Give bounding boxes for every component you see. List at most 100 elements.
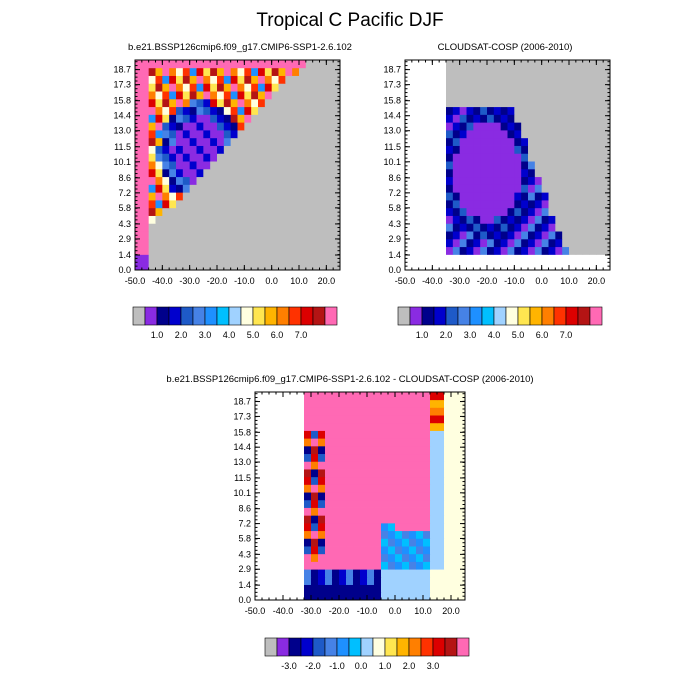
heatmap-cell — [141, 168, 150, 178]
colorbar-swatch — [288, 637, 302, 657]
heatmap-cell — [223, 231, 232, 240]
y-tick-label: 1.4 — [238, 580, 251, 590]
heatmap-cell — [569, 130, 577, 139]
heatmap-cell — [452, 83, 461, 92]
y-tick-label: 7.2 — [118, 188, 131, 198]
heatmap-cell — [388, 538, 396, 547]
heatmap-cell — [230, 130, 238, 139]
heatmap-cell — [466, 83, 474, 92]
heatmap-cell — [521, 184, 529, 193]
heatmap-cell — [325, 469, 333, 478]
heatmap-cell — [299, 75, 307, 84]
heatmap-cell — [353, 522, 361, 532]
heatmap-cell — [189, 238, 197, 248]
heatmap-cell — [480, 215, 488, 224]
colorbar-label: 1.0 — [151, 330, 164, 340]
heatmap-cell — [278, 75, 286, 84]
heatmap-cell — [459, 207, 467, 216]
heatmap-cell — [596, 137, 604, 146]
heatmap-cell — [446, 223, 454, 232]
heatmap-cell — [325, 476, 333, 485]
heatmap-cell — [480, 114, 488, 123]
panel1-heatmap: -50.0 -40.0 -30.0 -20.0 -10.0 0.0 10.0 20.00.01… — [113, 59, 341, 286]
heatmap-cell — [203, 254, 211, 263]
heatmap-cell — [381, 392, 389, 401]
heatmap-cell — [258, 137, 266, 146]
heatmap-cell — [299, 238, 307, 248]
heatmap-cell — [325, 546, 333, 555]
heatmap-cell — [312, 67, 320, 76]
heatmap-cell — [285, 215, 293, 224]
colorbar-swatch — [324, 306, 338, 326]
heatmap-cell — [339, 407, 347, 416]
heatmap-cell — [189, 262, 197, 271]
heatmap-cell — [459, 215, 467, 224]
heatmap-cell — [203, 67, 211, 76]
heatmap-cell — [244, 246, 252, 255]
heatmap-cell — [374, 399, 382, 408]
heatmap-cell — [353, 445, 361, 455]
colorbar-swatch — [384, 637, 398, 657]
heatmap-cell — [395, 546, 403, 555]
heatmap-cell — [521, 130, 529, 139]
heatmap-cell — [589, 130, 597, 139]
heatmap-cell — [388, 546, 396, 555]
heatmap-cell — [182, 246, 191, 255]
heatmap-cell — [141, 262, 150, 271]
heatmap-cell — [466, 200, 474, 209]
heatmap-cell — [534, 98, 543, 108]
heatmap-cell — [223, 161, 232, 170]
heatmap-cell — [299, 231, 307, 240]
heatmap-cell — [452, 60, 461, 69]
heatmap-cell — [603, 184, 611, 193]
heatmap-cell — [555, 83, 563, 92]
heatmap-cell — [217, 60, 225, 69]
heatmap-cell — [444, 415, 452, 424]
heatmap-cell — [251, 161, 259, 170]
heatmap-cell — [514, 98, 522, 108]
heatmap-cell — [596, 83, 604, 92]
heatmap-cell — [230, 60, 238, 69]
heatmap-cell — [437, 584, 445, 593]
heatmap-cell — [148, 161, 156, 170]
heatmap-cell — [514, 176, 522, 185]
colorbar-swatch — [541, 306, 555, 326]
heatmap-cell — [548, 60, 556, 69]
heatmap-cell — [217, 83, 225, 92]
heatmap-cell — [326, 168, 334, 178]
heatmap-cell — [305, 130, 314, 139]
heatmap-cell — [292, 215, 300, 224]
heatmap-cell — [196, 176, 204, 185]
heatmap-cell — [444, 522, 452, 532]
heatmap-cell — [582, 246, 590, 255]
heatmap-cell — [162, 231, 170, 240]
heatmap-cell — [318, 546, 326, 555]
heatmap-cell — [603, 153, 611, 162]
heatmap-cell — [500, 153, 508, 162]
heatmap-cell — [388, 392, 396, 401]
heatmap-cell — [582, 106, 590, 115]
heatmap-cell — [528, 98, 536, 108]
heatmap-cell — [562, 98, 570, 108]
heatmap-cell — [312, 254, 320, 263]
heatmap-cell — [575, 153, 584, 162]
heatmap-cell — [353, 469, 361, 478]
heatmap-cell — [162, 176, 170, 185]
heatmap-cell — [264, 60, 273, 69]
heatmap-cell — [367, 484, 375, 493]
heatmap-cell — [582, 122, 590, 131]
heatmap-cell — [446, 192, 454, 201]
heatmap-cell — [189, 98, 197, 108]
heatmap-cell — [318, 484, 326, 493]
heatmap-cell — [514, 122, 522, 131]
heatmap-cell — [395, 484, 403, 493]
heatmap-cell — [409, 530, 417, 539]
heatmap-cell — [141, 200, 150, 209]
heatmap-cell — [162, 60, 170, 69]
heatmap-cell — [541, 200, 549, 209]
heatmap-cell — [555, 60, 563, 69]
heatmap-cell — [264, 67, 273, 76]
heatmap-cell — [339, 553, 347, 562]
heatmap-cell — [466, 207, 474, 216]
heatmap-cell — [409, 584, 417, 593]
